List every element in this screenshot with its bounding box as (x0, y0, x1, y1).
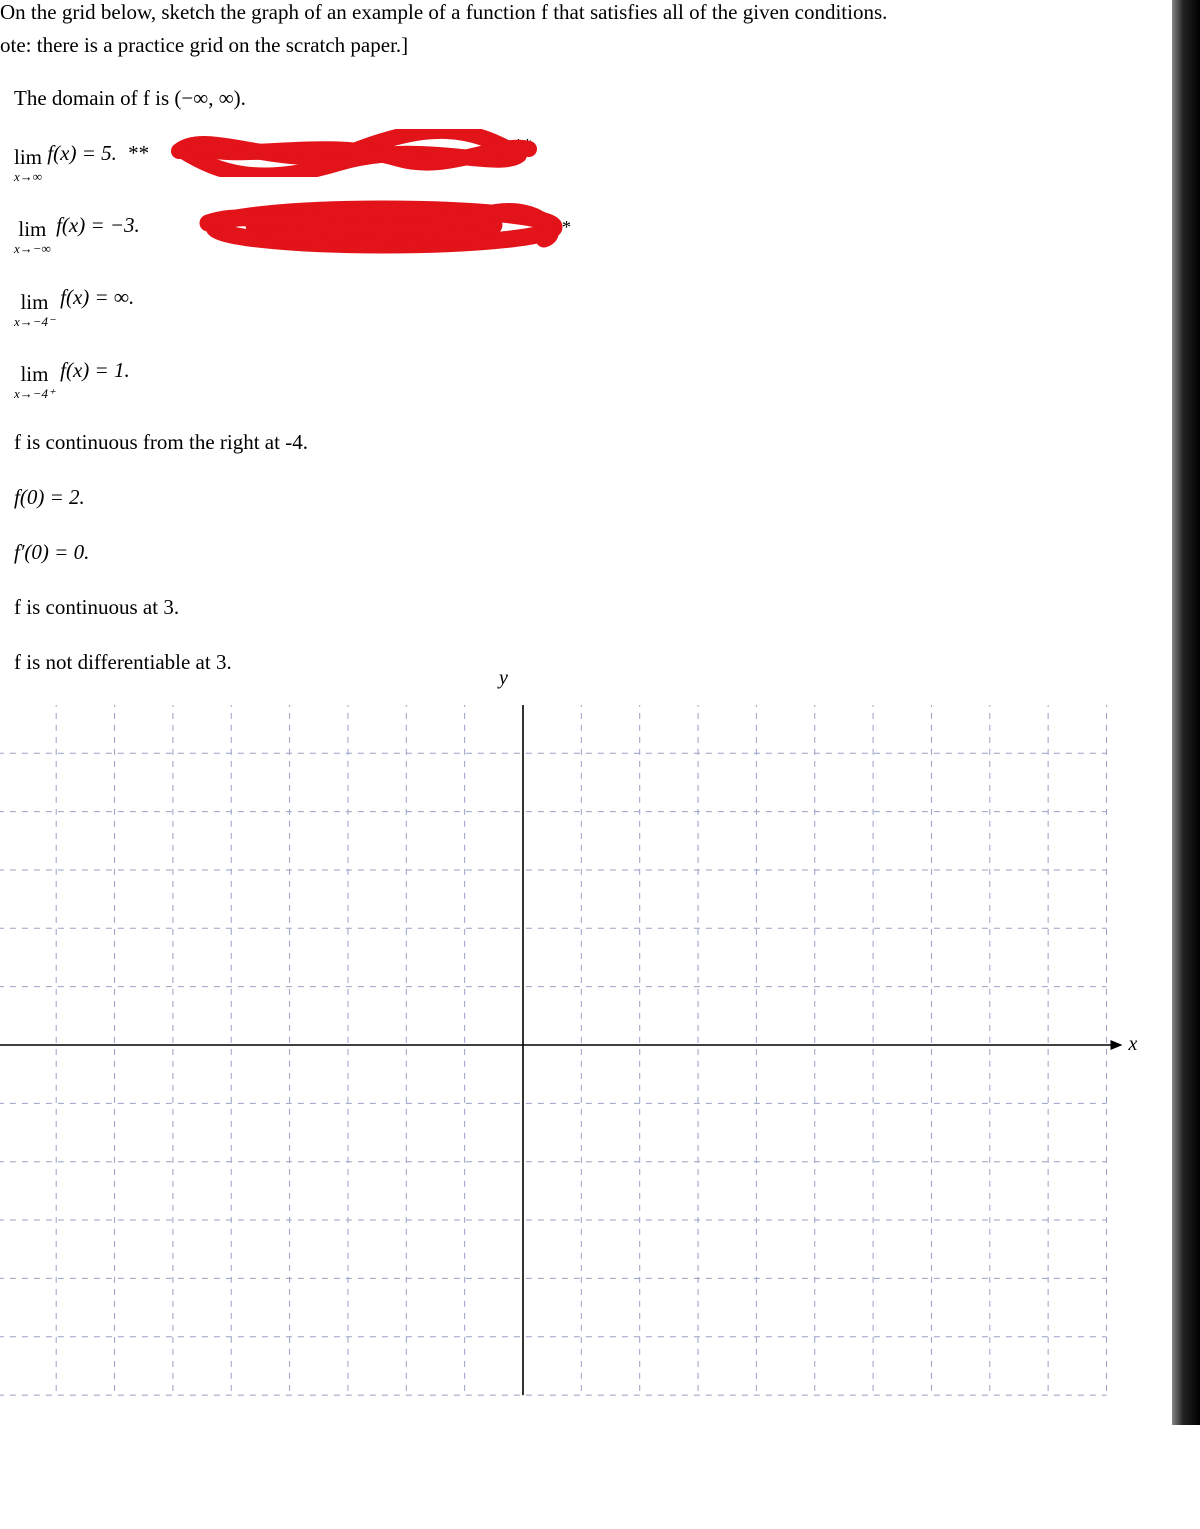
condition-cont-3: f is continuous at 3. (14, 595, 1180, 620)
y-axis-label: y (499, 667, 508, 690)
lim-word-3: lim (14, 292, 55, 313)
condition-lim-neg-infty: lim x→−∞ f(x) = −3. * (14, 213, 1180, 255)
red-scribble-2 (184, 199, 584, 257)
c5-text: f is continuous from the right at -4. (14, 430, 308, 454)
intro-line-2: ote: there is a practice grid on the scr… (0, 33, 1180, 58)
lim4-sub: x→−4⁺ (14, 387, 55, 400)
lim1-stars: ** (128, 141, 149, 165)
lim-word-4: lim (14, 364, 55, 385)
x-axis-label: x (1129, 1033, 1138, 1056)
condition-f0: f(0) = 2. (14, 485, 1180, 510)
condition-lim-right-neg4: lim x→−4⁺ f(x) = 1. (14, 358, 1180, 400)
red-scribble-1 (169, 129, 549, 177)
lim2-sub: x→−∞ (14, 242, 51, 255)
c9-text: f is not differentiable at 3. (14, 650, 232, 674)
lim-word: lim (14, 147, 42, 168)
c8-text: f is continuous at 3. (14, 595, 179, 619)
intro-line-1: On the grid below, sketch the graph of a… (0, 0, 1180, 25)
lim4-eq: f(x) = 1. (60, 358, 130, 382)
lim1-eq: f(x) = 5. (47, 141, 117, 165)
lim3-sub: x→−4⁻ (14, 315, 55, 328)
condition-lim-left-neg4: lim x→−4⁻ f(x) = ∞. (14, 285, 1180, 327)
condition-fprime0: f′(0) = 0. (14, 540, 1180, 565)
lim1-sub: x→∞ (14, 170, 42, 183)
page-shadow (1172, 0, 1200, 1425)
condition-lim-infty: lim x→∞ f(x) = 5. ** ** (14, 141, 1180, 183)
lim2-tail: * (562, 217, 571, 238)
condition-right-cont: f is continuous from the right at -4. (14, 430, 1180, 455)
lim-word-2: lim (14, 219, 51, 240)
domain-text: The domain of f is (−∞, ∞). (14, 86, 246, 110)
condition-notdiff-3: f is not differentiable at 3. (14, 650, 1180, 675)
lim3-eq: f(x) = ∞. (60, 285, 134, 309)
lim2-eq: f(x) = −3. (56, 213, 140, 237)
condition-domain: The domain of f is (−∞, ∞). (14, 86, 1180, 111)
lim1-tail: ** (514, 135, 532, 156)
coordinate-grid: y x (0, 705, 1148, 1405)
